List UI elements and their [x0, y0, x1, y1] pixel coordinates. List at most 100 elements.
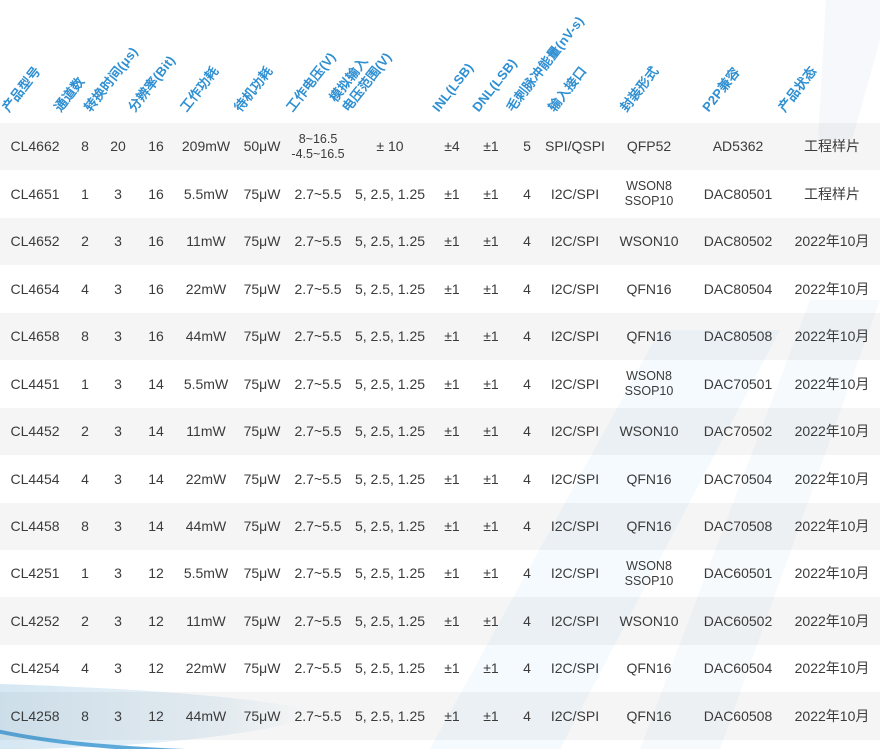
cell-conversion_time: 3: [114, 185, 122, 202]
cell-active_power: 22mW: [185, 470, 227, 487]
cell-resolution: 14: [148, 375, 164, 392]
cell-analog_range: 5, 2.5, 1.25: [354, 612, 426, 629]
cell-channels: 1: [81, 375, 89, 392]
cell-supply_voltage: 2.7~5.5: [294, 375, 342, 392]
cell-interface: I2C/SPI: [550, 328, 600, 345]
cell-product: CL4451: [10, 375, 60, 392]
cell-glitch_energy: 4: [523, 185, 531, 202]
cell-dnl: ±1: [483, 328, 499, 345]
cell-status: 2022年10月: [794, 707, 870, 724]
cell-product: CL4251: [10, 565, 60, 582]
table-row: CL4458 8 3 14 44mW 75μW 2.7~5.5 5, 2.5, 1.25 ±1 ±…: [0, 502, 880, 550]
cell-interface: I2C/SPI: [550, 375, 600, 392]
cell-glitch_energy: 4: [523, 517, 531, 534]
cell-inl: ±1: [444, 707, 460, 724]
cell-glitch_energy: 4: [523, 233, 531, 250]
cell-inl: ±1: [444, 517, 460, 534]
cell-channels: 1: [81, 565, 89, 582]
column-header-channels: 通道数: [51, 73, 88, 115]
cell-interface: I2C/SPI: [550, 185, 600, 202]
cell-resolution: 16: [148, 138, 164, 155]
cell-glitch_energy: 4: [523, 612, 531, 629]
cell-conversion_time: 3: [114, 517, 122, 534]
cell-interface: I2C/SPI: [550, 707, 600, 724]
cell-active_power: 11mW: [186, 233, 226, 250]
cell-glitch_energy: 4: [523, 707, 531, 724]
cell-active_power: 209mW: [181, 138, 231, 155]
cell-supply_voltage: 2.7~5.5: [294, 185, 342, 202]
cell-dnl: ±1: [483, 233, 499, 250]
cell-channels: 8: [81, 517, 89, 534]
cell-supply_voltage: 2.7~5.5: [294, 233, 342, 250]
cell-package: QFN16: [626, 660, 672, 677]
cell-package: WSON8 SSOP10: [624, 369, 674, 398]
cell-analog_range: 5, 2.5, 1.25: [354, 707, 426, 724]
cell-p2p: DAC70501: [703, 375, 773, 392]
cell-package: WSON8 SSOP10: [624, 179, 674, 209]
cell-product: CL4258: [10, 707, 60, 724]
column-header-supply_voltage: 工作电压(V): [283, 49, 339, 115]
cell-resolution: 16: [148, 280, 164, 297]
cell-package: QFN16: [626, 470, 672, 487]
cell-glitch_energy: 4: [523, 470, 531, 487]
cell-conversion_time: 3: [114, 375, 122, 392]
cell-supply_voltage: 2.7~5.5: [294, 707, 342, 724]
cell-interface: I2C/SPI: [550, 660, 600, 677]
cell-supply_voltage: 2.7~5.5: [294, 565, 342, 582]
cell-standby_power: 75μW: [243, 280, 281, 297]
cell-standby_power: 75μW: [243, 707, 281, 724]
cell-inl: ±1: [444, 280, 460, 297]
table-row: CL4254 4 3 12 22mW 75μW 2.7~5.5 5, 2.5, 1.25 ±1 ±…: [0, 645, 880, 692]
cell-package: QFN16: [626, 517, 672, 534]
cell-inl: ±1: [444, 233, 460, 250]
cell-dnl: ±1: [483, 138, 499, 155]
table-row: CL4454 4 3 14 22mW 75μW 2.7~5.5 5, 2.5, 1.25 ±1 ±…: [0, 455, 880, 502]
cell-analog_range: 5, 2.5, 1.25: [354, 660, 426, 677]
cell-supply_voltage: 2.7~5.5: [294, 470, 342, 487]
cell-analog_range: 5, 2.5, 1.25: [354, 470, 426, 487]
cell-dnl: ±1: [483, 423, 499, 440]
cell-inl: ±1: [444, 328, 460, 345]
cell-interface: SPI/QSPI: [545, 138, 605, 155]
cell-active_power: 44mW: [185, 707, 227, 724]
cell-inl: ±1: [444, 185, 460, 202]
cell-p2p: DAC60502: [703, 612, 773, 629]
column-header-active_power: 工作功耗: [177, 63, 222, 115]
cell-interface: I2C/SPI: [550, 423, 600, 440]
cell-product: CL4658: [10, 328, 60, 345]
cell-dnl: ±1: [483, 660, 499, 677]
cell-channels: 8: [81, 138, 89, 155]
cell-analog_range: 5, 2.5, 1.25: [354, 280, 426, 297]
cell-glitch_energy: 4: [523, 423, 531, 440]
cell-glitch_energy: 4: [523, 280, 531, 297]
cell-resolution: 16: [148, 233, 164, 250]
cell-dnl: ±1: [483, 185, 499, 202]
cell-active_power: 44mW: [185, 517, 227, 534]
table-row: CL4651 1 3 16 5.5mW 75μW 2.7~5.5 5, 2.5, 1.25 ±1…: [0, 170, 880, 217]
cell-analog_range: 5, 2.5, 1.25: [354, 233, 426, 250]
cell-conversion_time: 3: [114, 470, 122, 487]
cell-p2p: DAC70508: [703, 517, 773, 534]
cell-channels: 1: [81, 185, 89, 202]
cell-inl: ±4: [444, 138, 460, 155]
cell-glitch_energy: 4: [523, 565, 531, 582]
cell-package: WSON10: [619, 423, 679, 440]
cell-package: QFN16: [626, 280, 672, 297]
cell-package: QFN16: [626, 707, 672, 724]
cell-dnl: ±1: [483, 565, 499, 582]
cell-p2p: DAC80508: [703, 328, 773, 345]
cell-p2p: DAC60508: [703, 707, 773, 724]
cell-supply_voltage: 2.7~5.5: [294, 280, 342, 297]
cell-glitch_energy: 4: [523, 660, 531, 677]
cell-analog_range: 5, 2.5, 1.25: [354, 517, 426, 534]
cell-inl: ±1: [444, 660, 460, 677]
cell-channels: 2: [81, 423, 89, 440]
cell-supply_voltage: 2.7~5.5: [294, 517, 342, 534]
cell-conversion_time: 20: [110, 138, 126, 155]
cell-product: CL4651: [10, 185, 60, 202]
cell-status: 2022年10月: [794, 565, 870, 582]
cell-channels: 4: [81, 470, 89, 487]
cell-dnl: ±1: [483, 707, 499, 724]
cell-glitch_energy: 4: [523, 328, 531, 345]
